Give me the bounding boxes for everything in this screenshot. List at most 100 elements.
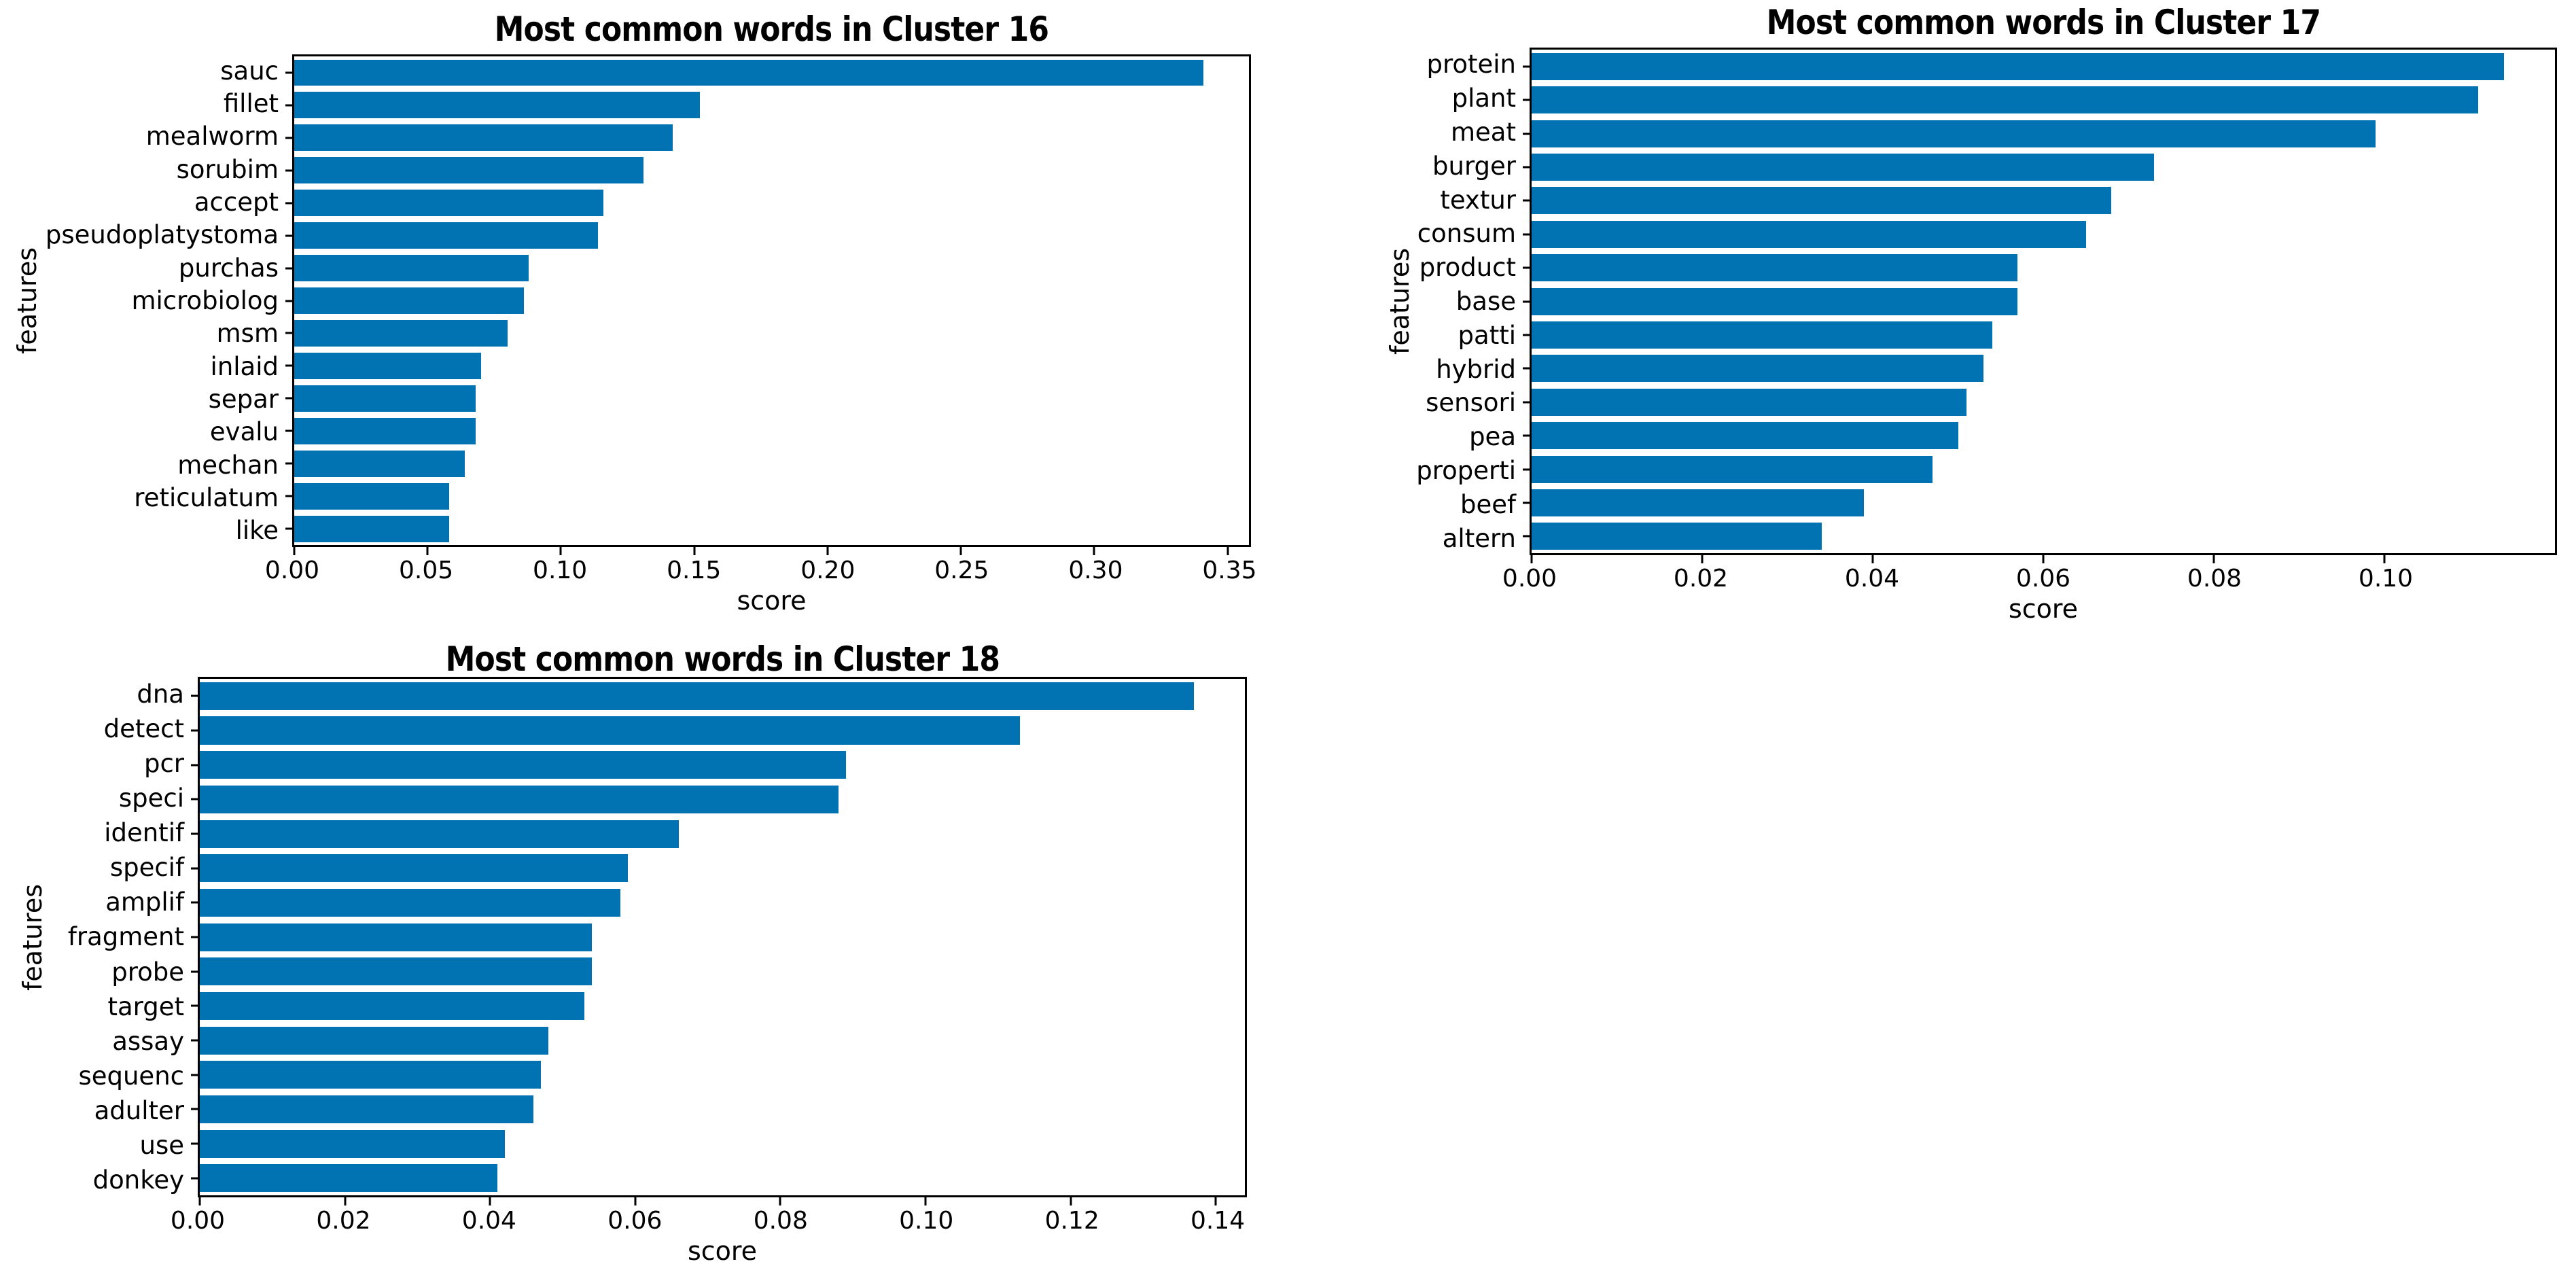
y-tick-mark bbox=[1523, 300, 1530, 302]
x-axis-label-area: score bbox=[198, 1233, 1247, 1264]
bar bbox=[200, 751, 846, 779]
x-tick-label: 0.06 bbox=[2015, 565, 2071, 593]
bar-chart-cluster-16: Most common words in Cluster 16 features… bbox=[0, 0, 1288, 642]
x-tick-mark bbox=[1093, 547, 1095, 555]
y-tick-mark bbox=[285, 202, 292, 205]
y-tick-mark bbox=[285, 137, 292, 139]
bar bbox=[1532, 254, 2018, 282]
bar-row bbox=[1532, 184, 2555, 217]
y-axis-label-area: features bbox=[14, 677, 51, 1197]
y-tick-mark bbox=[191, 867, 198, 870]
y-tick-label: hybrid bbox=[1436, 354, 1516, 384]
bar-chart-cluster-17: Most common words in Cluster 17 features… bbox=[1288, 0, 2576, 642]
y-tick-mark bbox=[1523, 266, 1530, 269]
y-tick-row: mechan bbox=[44, 448, 279, 481]
y-tick-label: beef bbox=[1460, 489, 1516, 519]
y-tick-mark bbox=[1523, 401, 1530, 404]
bar bbox=[1532, 220, 2086, 248]
y-tick-mark bbox=[1523, 334, 1530, 336]
bar bbox=[294, 124, 673, 152]
y-tick-label: textur bbox=[1440, 185, 1516, 215]
chart-title-area: Most common words in Cluster 18 bbox=[198, 642, 1247, 684]
x-tick-label: 0.00 bbox=[1502, 565, 1557, 593]
y-tick-mark bbox=[191, 694, 198, 697]
y-tick-row: msm bbox=[44, 317, 279, 350]
y-tick-mark bbox=[1523, 468, 1530, 470]
bar-row bbox=[294, 480, 1249, 512]
y-tick-mark bbox=[191, 1177, 198, 1180]
x-tick-mark bbox=[2212, 555, 2215, 563]
y-tick-mark bbox=[191, 1004, 198, 1007]
y-tick-label: inlaid bbox=[210, 351, 279, 381]
y-tick-row: pea bbox=[1417, 420, 1516, 454]
x-tick-label: 0.00 bbox=[264, 557, 320, 584]
y-tick-label: msm bbox=[216, 319, 279, 349]
y-tick-label: separ bbox=[208, 384, 279, 414]
y-tick-row: like bbox=[44, 514, 279, 547]
chart-title: Most common words in Cluster 17 bbox=[1766, 3, 2321, 42]
y-tick-mark bbox=[191, 832, 198, 835]
x-tick-mark bbox=[1227, 547, 1229, 555]
x-tick-label: 0.10 bbox=[899, 1207, 954, 1235]
y-tick-label: accept bbox=[194, 187, 279, 217]
x-tick-label: 0.15 bbox=[667, 557, 722, 584]
y-tick-label: like bbox=[235, 516, 279, 546]
y-axis-label: features bbox=[12, 247, 42, 354]
y-tick-mark bbox=[285, 495, 292, 497]
bar bbox=[1532, 86, 2479, 114]
bar bbox=[200, 1164, 497, 1193]
chart-title-area: Most common words in Cluster 17 bbox=[1530, 0, 2557, 48]
y-tick-mark bbox=[1523, 133, 1530, 135]
y-axis-label: features bbox=[17, 883, 48, 991]
bar bbox=[294, 417, 476, 444]
y-tick-row: plant bbox=[1417, 82, 1516, 116]
y-tick-row: pcr bbox=[51, 746, 184, 781]
bar bbox=[200, 682, 1195, 710]
bar bbox=[200, 1061, 541, 1089]
y-tick-labels: dna detect pcr speci identif specif amplif frag… bbox=[51, 677, 198, 1197]
y-tick-label: specif bbox=[109, 853, 184, 883]
x-tick-mark bbox=[924, 1197, 927, 1205]
bar-row bbox=[200, 782, 1245, 817]
bar-row bbox=[1532, 117, 2555, 150]
y-tick-row: inlaid bbox=[44, 350, 279, 383]
x-tick-label: 0.30 bbox=[1068, 557, 1123, 584]
x-tick-mark bbox=[1701, 555, 1704, 563]
bar bbox=[294, 287, 524, 314]
bar bbox=[294, 515, 449, 542]
y-tick-label: protein bbox=[1426, 50, 1516, 80]
y-tick-row: target bbox=[51, 989, 185, 1024]
y-tick-label: use bbox=[139, 1130, 185, 1160]
y-tick-label: target bbox=[107, 991, 185, 1021]
y-tick-row: sauc bbox=[44, 54, 279, 87]
bar bbox=[294, 255, 529, 281]
bar bbox=[1532, 489, 1865, 516]
bar bbox=[294, 320, 508, 347]
y-tick-label: consum bbox=[1417, 219, 1516, 249]
x-tick-labels: 0.00 0.02 0.04 0.06 0.08 0.10 0.12 0.14 bbox=[171, 1197, 1247, 1235]
y-tick-label: fragment bbox=[67, 922, 184, 952]
bar bbox=[1532, 388, 1967, 416]
bar-row bbox=[294, 56, 1249, 89]
bar-row bbox=[1532, 50, 2555, 83]
bar bbox=[200, 957, 592, 986]
bar-row bbox=[200, 817, 1245, 851]
y-tick-mark bbox=[285, 364, 292, 367]
y-tick-row: donkey bbox=[51, 1163, 184, 1197]
y-tick-mark bbox=[191, 1142, 198, 1145]
x-tick-label: 0.10 bbox=[2358, 565, 2414, 593]
bar-row bbox=[200, 885, 1245, 920]
y-tick-row: fillet bbox=[44, 87, 279, 120]
y-tick-row: evalu bbox=[44, 416, 279, 448]
y-tick-row: purchas bbox=[44, 251, 279, 284]
bars bbox=[200, 679, 1245, 1195]
x-tick-mark bbox=[2042, 555, 2045, 563]
plot-area bbox=[191, 677, 1247, 1205]
y-tick-mark bbox=[191, 901, 198, 904]
bar-row bbox=[1532, 150, 2555, 183]
y-tick-label: reticulatum bbox=[134, 482, 279, 512]
bar bbox=[1532, 187, 2112, 215]
y-tick-mark bbox=[191, 970, 198, 973]
y-tick-mark bbox=[285, 332, 292, 334]
